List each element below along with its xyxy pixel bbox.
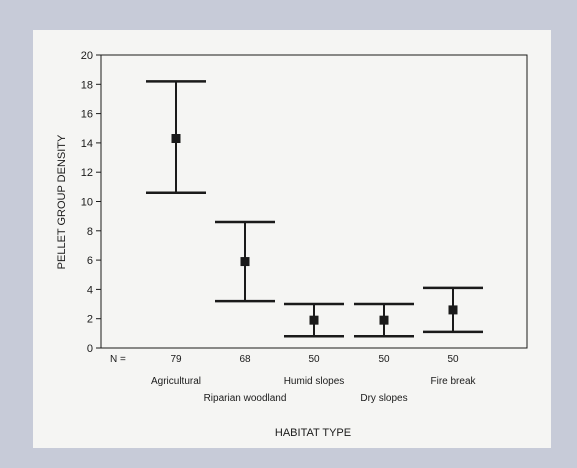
error-bars bbox=[146, 80, 483, 338]
n-value: 50 bbox=[378, 354, 390, 365]
mean-marker bbox=[171, 134, 181, 144]
mean-marker bbox=[309, 315, 319, 325]
mean-marker bbox=[379, 315, 389, 325]
n-label-prefix: N = bbox=[110, 354, 126, 365]
y-tick-label-10: 10 bbox=[81, 197, 93, 209]
category-label: Humid slopes bbox=[284, 376, 345, 387]
y-tick-label-18: 18 bbox=[81, 79, 93, 91]
category-label: Fire break bbox=[430, 376, 476, 387]
n-value: 68 bbox=[239, 354, 251, 365]
y-axis-title: PELLET GROUP DENSITY bbox=[56, 134, 68, 269]
y-axis: 0 2 4 6 8 10 12 14 16 18 20 bbox=[81, 50, 101, 355]
error-bar-fire-break bbox=[423, 286, 483, 334]
mean-marker bbox=[240, 257, 250, 267]
y-tick-label-6: 6 bbox=[87, 255, 93, 267]
error-bar-dry-slopes bbox=[354, 302, 414, 338]
chart-panel bbox=[33, 30, 551, 448]
y-tick-label-16: 16 bbox=[81, 109, 93, 121]
n-labels: N = 79 68 50 50 50 bbox=[110, 354, 459, 365]
category-label: Dry slopes bbox=[360, 393, 407, 404]
error-bar-riparian-woodland bbox=[215, 220, 275, 303]
n-value: 50 bbox=[447, 354, 459, 365]
category-label: Riparian woodland bbox=[204, 393, 287, 404]
category-label: Agricultural bbox=[151, 376, 201, 387]
error-bar-humid-slopes bbox=[284, 302, 344, 338]
n-value: 50 bbox=[308, 354, 320, 365]
y-tick-label-0: 0 bbox=[87, 343, 93, 355]
y-tick-label-4: 4 bbox=[87, 284, 93, 296]
n-value: 79 bbox=[170, 354, 182, 365]
y-tick-label-8: 8 bbox=[87, 226, 93, 238]
y-tick-label-2: 2 bbox=[87, 314, 93, 326]
y-tick-label-12: 12 bbox=[81, 167, 93, 179]
x-axis-title: HABITAT TYPE bbox=[275, 427, 351, 439]
y-tick-label-20: 20 bbox=[81, 50, 93, 62]
mean-marker bbox=[448, 305, 458, 315]
y-tick-label-14: 14 bbox=[81, 138, 93, 150]
error-bar-agricultural bbox=[146, 80, 206, 194]
